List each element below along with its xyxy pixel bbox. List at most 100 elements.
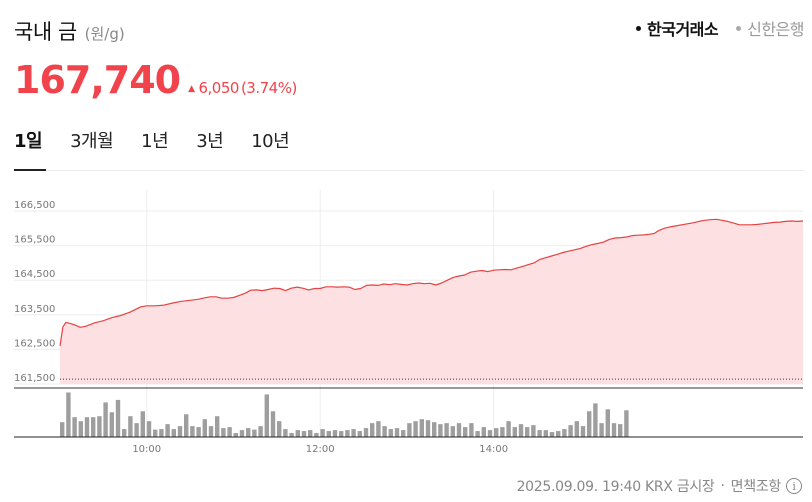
volume-bar: [165, 424, 170, 437]
volume-bar: [221, 428, 226, 437]
volume-bar: [518, 424, 524, 437]
y-tick-label: 165,500: [14, 235, 55, 246]
volume-bar: [66, 392, 71, 437]
volume-bar: [438, 424, 443, 437]
price-line: [59, 218, 804, 346]
volume-bar: [103, 402, 108, 437]
price-chart: 161,500 162,500 163,500 164,500 165,500 166,5…: [14, 190, 804, 455]
change-amount: 6,050: [198, 79, 240, 97]
volume-bar: [537, 430, 542, 437]
y-tick-label: 164,500: [14, 269, 55, 280]
volume-bar: [134, 423, 139, 437]
volume-bar: [233, 433, 238, 437]
y-tick-label: 166,500: [14, 200, 55, 211]
volume-bar: [122, 429, 127, 437]
volume-bar: [357, 431, 362, 437]
volume-bar: [425, 420, 431, 437]
disclaimer-link[interactable]: 면책조항: [730, 479, 782, 495]
tab-1-year[interactable]: 1년: [141, 131, 169, 152]
volume-bar: [463, 427, 468, 437]
footer-separator: ·: [720, 478, 725, 494]
tab-3-years[interactable]: 3년: [196, 131, 224, 152]
volume-bar: [252, 429, 257, 437]
tab-divider: [14, 170, 804, 171]
y-tick-label: 161,500: [14, 373, 55, 384]
volume-bar: [494, 428, 499, 437]
source-shinhan-option[interactable]: 신한은행: [736, 16, 804, 40]
volume-bar: [177, 426, 183, 437]
volume-bar: [605, 409, 610, 437]
volume-bar: [190, 426, 195, 437]
volume-bar: [270, 411, 276, 437]
current-price: 167,740: [14, 58, 181, 102]
volume-bar: [283, 429, 288, 437]
volume-bar: [556, 431, 561, 437]
tab-1-day[interactable]: 1일: [14, 131, 43, 152]
quote-row: 167,740 ▲ 6,050 (3.74%): [14, 58, 297, 102]
volume-bar: [60, 422, 65, 437]
bullet-icon: [736, 25, 742, 31]
volume-bar: [469, 423, 474, 437]
info-icon[interactable]: i: [786, 478, 802, 494]
volume-bar: [587, 411, 592, 437]
volume-bar: [432, 422, 437, 437]
change-percent: (3.74%): [240, 79, 297, 97]
volume-bar: [140, 411, 145, 437]
volume-bar: [208, 426, 214, 437]
volume-bar: [153, 429, 158, 437]
volume-bar: [450, 426, 455, 437]
volume-bar: [351, 429, 356, 437]
active-tab-indicator: [14, 169, 46, 171]
volume-bar: [215, 416, 220, 437]
x-tick-label: 12:00: [306, 444, 335, 455]
volume-bar: [580, 426, 586, 437]
volume-bar: [320, 429, 325, 437]
volume-bar: [196, 427, 201, 437]
x-tick-label: 14:00: [479, 444, 508, 455]
volume-bar: [574, 421, 579, 437]
volume-bar: [246, 428, 251, 437]
volume-bar: [109, 412, 114, 437]
volume-bar: [611, 423, 617, 437]
volume-bar: [277, 421, 282, 437]
footer: 2025.09.09. 19:40 KRX 금시장 · 면책조항 i: [517, 476, 802, 496]
volume-bar: [531, 425, 536, 437]
volume-bar: [295, 430, 300, 437]
up-arrow-icon: ▲: [188, 84, 195, 94]
page-title: 국내 금: [14, 20, 77, 44]
volume-bar: [326, 431, 331, 437]
volume-bar: [549, 432, 555, 437]
volume-bar: [506, 421, 511, 437]
volume-bar: [314, 433, 319, 437]
volume-bar: [72, 417, 77, 437]
volume-bar: [115, 399, 121, 437]
price-area: [60, 219, 803, 384]
volume-bar: [500, 427, 505, 437]
volume-bar: [308, 430, 313, 437]
volume-bar: [202, 419, 207, 437]
price-change: ▲ 6,050 (3.74%): [188, 79, 297, 97]
volume-bar: [618, 424, 623, 437]
source-shinhan-label: 신한은행: [747, 20, 804, 39]
volume-bar: [370, 423, 375, 437]
volume-bar: [84, 417, 90, 437]
title-row: 국내 금 (원/g): [14, 16, 125, 46]
volume-bar: [289, 433, 294, 437]
source-krx-label: 한국거래소: [647, 20, 719, 39]
volume-bar: [543, 430, 548, 437]
volume-bar: [624, 410, 629, 437]
volume-bar: [525, 427, 530, 437]
volume-bar: [394, 428, 400, 437]
volume-bar: [159, 429, 164, 437]
source-krx-option[interactable]: 한국거래소: [636, 16, 719, 40]
volume-bar: [258, 426, 263, 437]
tab-3-months[interactable]: 3개월: [70, 131, 114, 152]
source-switcher: 한국거래소 신한은행: [618, 16, 804, 40]
volume-bar: [388, 429, 393, 437]
volume-bar: [512, 427, 517, 437]
volume-bar: [264, 394, 269, 437]
volume-bar: [376, 421, 381, 437]
volume-bar: [413, 421, 418, 437]
tab-10-years[interactable]: 10년: [251, 131, 290, 152]
volume-bar: [599, 423, 604, 437]
